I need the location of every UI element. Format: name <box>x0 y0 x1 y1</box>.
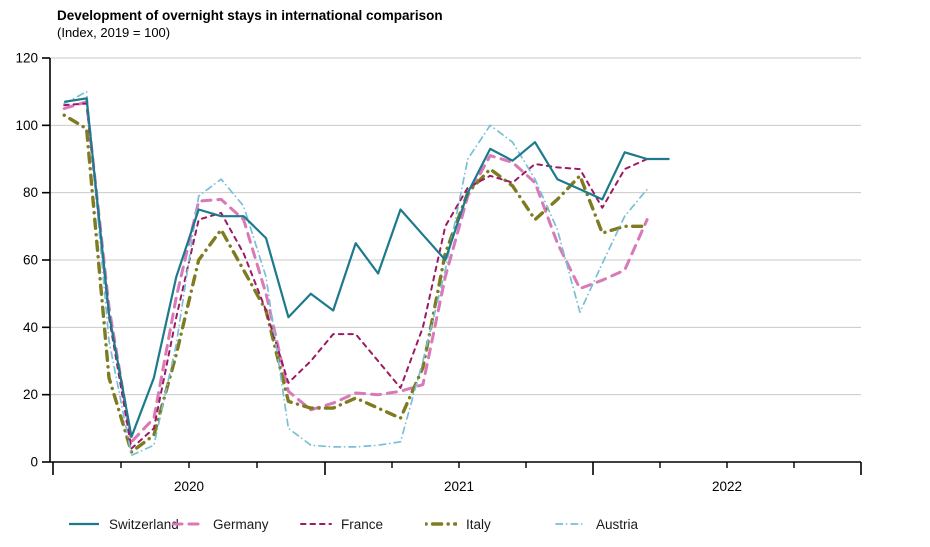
y-tick-label: 0 <box>30 455 38 470</box>
legend-item-italy: Italy <box>425 512 491 536</box>
series-line-germany <box>62 100 649 444</box>
legend-label: Austria <box>596 516 639 532</box>
chart-svg: 0 20 40 60 80 100 120 2020 2021 2022 <box>15 51 862 494</box>
x-year-label: 2020 <box>174 479 204 494</box>
italy-line-swatch <box>425 522 457 526</box>
austria-line-swatch <box>555 523 587 525</box>
legend-label: Italy <box>466 516 491 532</box>
legend-label: France <box>341 516 384 532</box>
legend-item-austria: Austria <box>555 512 638 536</box>
x-year-label: 2022 <box>712 479 742 494</box>
germany-line-swatch <box>172 522 204 526</box>
legend-item-switzerland: Switzerland <box>68 512 179 536</box>
switzerland-line-swatch <box>69 522 99 526</box>
y-tick-label: 80 <box>23 185 38 200</box>
y-tick-label: 60 <box>23 253 38 268</box>
y-tick-label: 100 <box>15 118 38 133</box>
chart-legend: Switzerland Germany France Italy Austria <box>0 512 930 536</box>
series-line-italy <box>62 113 649 454</box>
x-year-label: 2021 <box>444 479 474 494</box>
series-line-france <box>63 102 649 450</box>
legend-item-germany: Germany <box>172 512 269 536</box>
y-tick-label: 120 <box>15 51 38 66</box>
chart-subtitle: (Index, 2019 = 100) <box>57 25 171 40</box>
chart-title: Development of overnight stays in intern… <box>57 8 443 23</box>
series-line-switzerland <box>64 97 670 438</box>
y-tick-label: 40 <box>23 320 38 335</box>
legend-label: Switzerland <box>109 516 179 532</box>
y-tick-label: 20 <box>23 387 38 402</box>
line-chart: 0 20 40 60 80 100 120 2020 2021 2022 <box>15 51 862 494</box>
legend-label: Germany <box>213 516 269 532</box>
france-line-swatch <box>300 523 332 525</box>
series-line-austria <box>63 90 648 457</box>
legend-item-france: France <box>300 512 383 536</box>
